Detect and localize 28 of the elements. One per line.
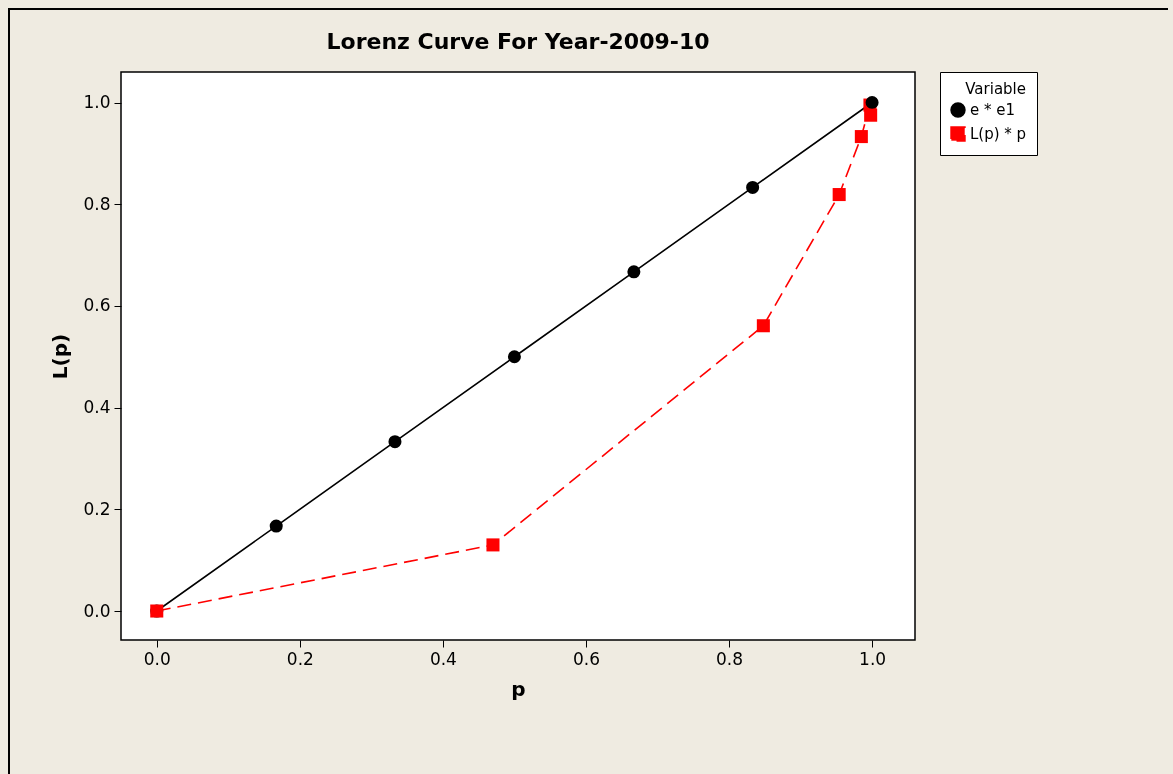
point (507, 350, 521, 364)
point (832, 188, 846, 202)
y-tick-label: 0.6 (83, 295, 111, 316)
x-tick-label: 0.8 (715, 648, 744, 669)
y-tick-label: 0.4 (83, 397, 111, 418)
y-tick-label: 0.2 (83, 498, 111, 519)
point (486, 538, 500, 552)
y-tick-label: 0.0 (83, 600, 111, 621)
legend-title: Variable (965, 80, 1026, 98)
point (864, 108, 878, 122)
y-tick-label: 1.0 (83, 92, 111, 113)
point (388, 435, 402, 449)
point (854, 130, 868, 144)
legend-label: L(p) * p (970, 125, 1027, 143)
point (756, 319, 770, 333)
y-axis-title: L(p) (48, 333, 73, 380)
x-tick-label: 1.0 (859, 648, 887, 669)
point (269, 519, 283, 533)
chart-title: Lorenz Curve For Year-2009-10 (326, 28, 710, 54)
x-tick-label: 0.2 (286, 648, 314, 669)
y-tick-label: 0.8 (83, 193, 111, 214)
point (746, 180, 760, 194)
x-tick-label: 0.0 (143, 648, 171, 669)
x-axis-title: p (511, 676, 526, 701)
point (627, 265, 641, 279)
legend-label: e * e1 (970, 101, 1016, 119)
x-tick-label: 0.6 (572, 648, 600, 669)
x-tick-label: 0.4 (429, 648, 457, 669)
